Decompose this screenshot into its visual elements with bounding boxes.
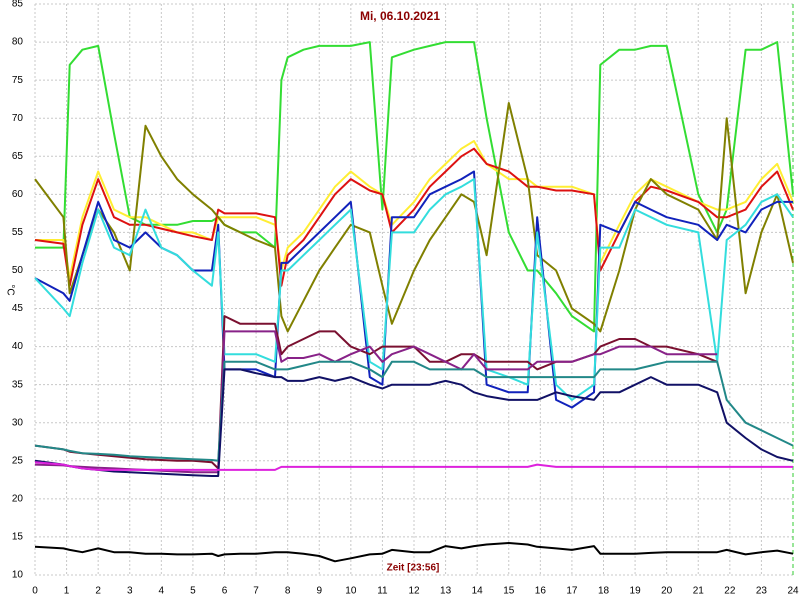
x-tick-label: 5 bbox=[190, 586, 196, 597]
y-tick-label: 15 bbox=[12, 532, 24, 543]
y-tick-label: 35 bbox=[12, 379, 24, 390]
y-axis-label: °C bbox=[4, 284, 15, 295]
x-tick-label: 24 bbox=[787, 586, 799, 597]
x-tick-label: 22 bbox=[724, 586, 736, 597]
x-tick-label: 4 bbox=[159, 586, 165, 597]
series-line bbox=[35, 41, 794, 333]
series-line bbox=[34, 178, 794, 401]
y-tick-label: 45 bbox=[12, 303, 24, 314]
x-tick-label: 13 bbox=[440, 586, 452, 597]
x-tick-label: 16 bbox=[535, 586, 547, 597]
x-tick-label: 7 bbox=[253, 586, 259, 597]
grid bbox=[34, 3, 794, 576]
x-tick-label: 15 bbox=[503, 586, 515, 597]
x-tick-label: 12 bbox=[408, 586, 420, 597]
lines bbox=[34, 41, 794, 563]
y-tick-label: 85 bbox=[12, 0, 24, 10]
chart-title: Mi, 06.10.2021 bbox=[360, 9, 440, 23]
y-tick-label: 20 bbox=[12, 494, 24, 505]
x-tick-label: 3 bbox=[127, 586, 133, 597]
y-tick-label: 70 bbox=[12, 113, 24, 124]
x-tick-label: 21 bbox=[693, 586, 705, 597]
series-line bbox=[34, 360, 794, 462]
x-tick-label: 18 bbox=[598, 586, 610, 597]
y-tick-label: 65 bbox=[12, 151, 24, 162]
y-tick-label: 25 bbox=[12, 455, 24, 466]
x-tick-label: 8 bbox=[285, 586, 291, 597]
x-axis-label: Zeit [23:56] bbox=[387, 563, 440, 574]
series-line bbox=[34, 147, 794, 287]
series-line bbox=[34, 542, 794, 563]
series-line bbox=[34, 461, 793, 471]
y-tick-label: 30 bbox=[12, 417, 24, 428]
x-tick-label: 10 bbox=[345, 586, 357, 597]
x-tick-label: 17 bbox=[566, 586, 578, 597]
x-tick-label: 1 bbox=[64, 586, 70, 597]
y-tick-label: 10 bbox=[12, 570, 24, 581]
x-tick-label: 14 bbox=[472, 586, 484, 597]
y-tick-label: 75 bbox=[12, 75, 24, 86]
y-tick-label: 40 bbox=[12, 341, 24, 352]
x-tick-label: 2 bbox=[95, 586, 101, 597]
x-tick-label: 20 bbox=[661, 586, 673, 597]
y-tick-label: 80 bbox=[12, 37, 24, 48]
x-tick-label: 11 bbox=[377, 586, 388, 597]
y-tick-label: 50 bbox=[12, 265, 24, 276]
y-tick-label: 55 bbox=[12, 227, 24, 238]
x-tick-label: 0 bbox=[32, 586, 38, 597]
x-tick-label: 23 bbox=[756, 586, 768, 597]
y-tick-label: 60 bbox=[12, 189, 24, 200]
x-tick-label: 6 bbox=[222, 586, 228, 597]
x-tick-label: 9 bbox=[316, 586, 322, 597]
series-line bbox=[34, 368, 794, 477]
x-tick-label: 19 bbox=[630, 586, 642, 597]
